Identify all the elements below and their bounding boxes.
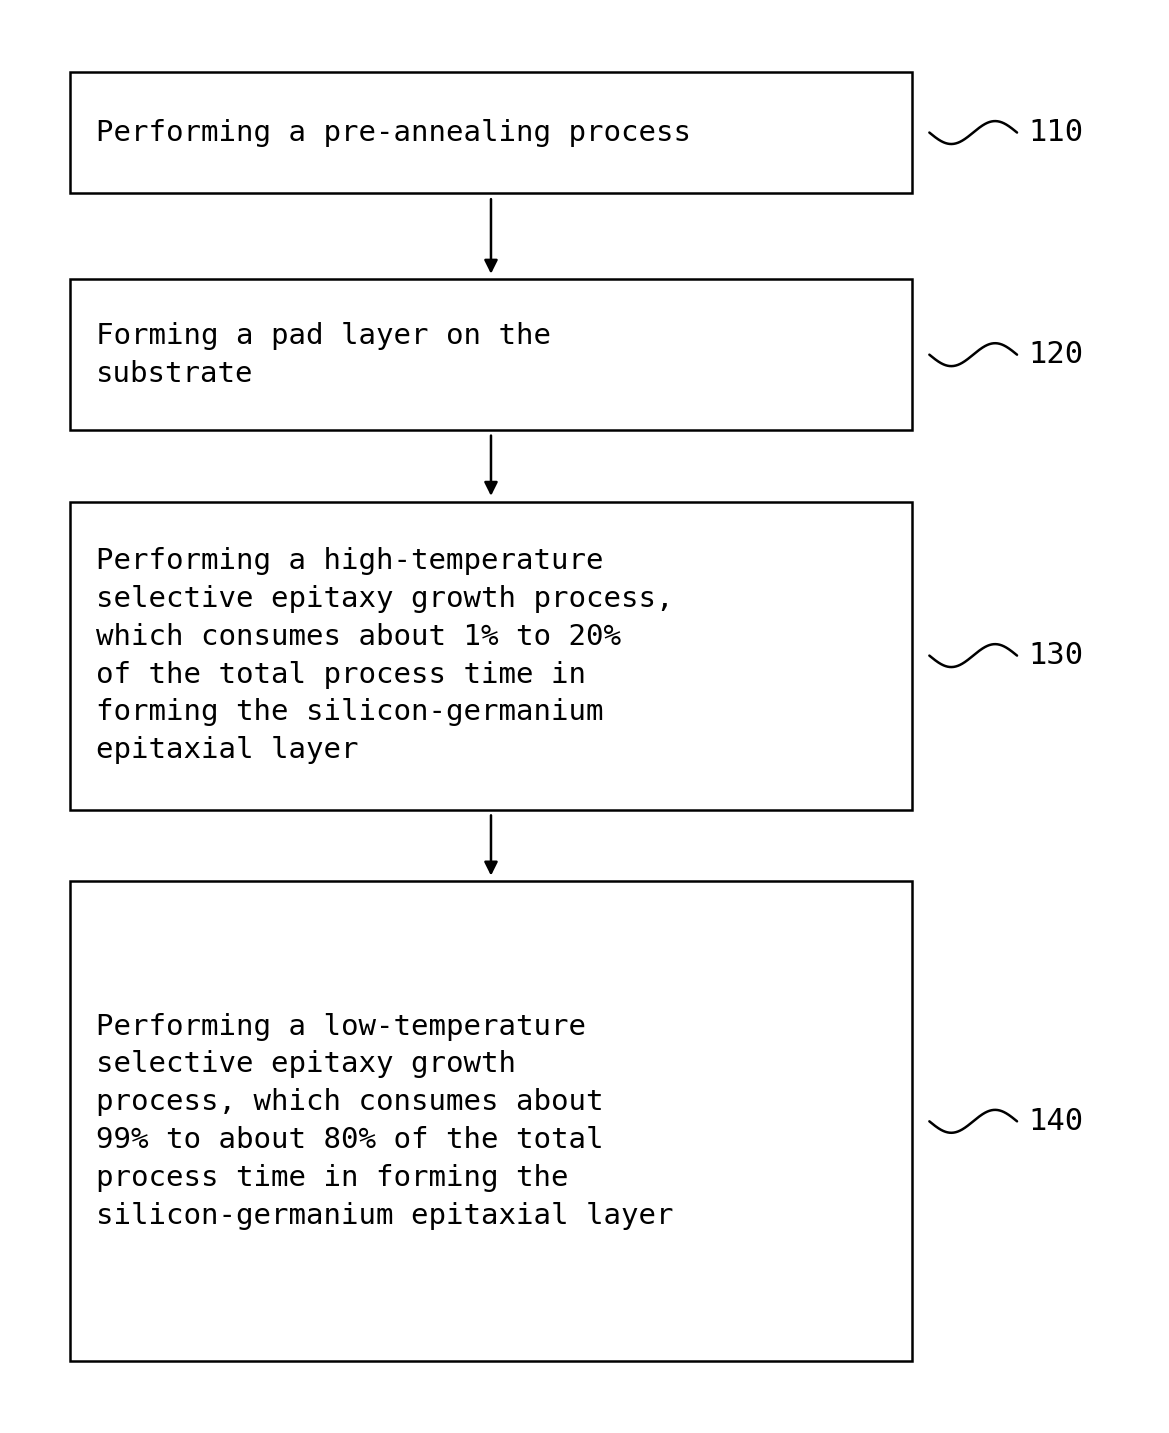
Text: Performing a low-temperature
selective epitaxy growth
process, which consumes ab: Performing a low-temperature selective e…	[96, 1013, 673, 1230]
Bar	[70, 72, 912, 193]
Bar	[70, 881, 912, 1361]
Bar	[70, 279, 912, 430]
Text: Performing a high-temperature
selective epitaxy growth process,
which consumes a: Performing a high-temperature selective …	[96, 547, 673, 764]
Text: 140: 140	[1029, 1106, 1084, 1136]
Bar	[70, 502, 912, 810]
Text: Forming a pad layer on the
substrate: Forming a pad layer on the substrate	[96, 322, 551, 387]
Text: 120: 120	[1029, 340, 1084, 370]
Text: 130: 130	[1029, 641, 1084, 671]
Text: Performing a pre-annealing process: Performing a pre-annealing process	[96, 119, 691, 146]
Text: 110: 110	[1029, 118, 1084, 148]
